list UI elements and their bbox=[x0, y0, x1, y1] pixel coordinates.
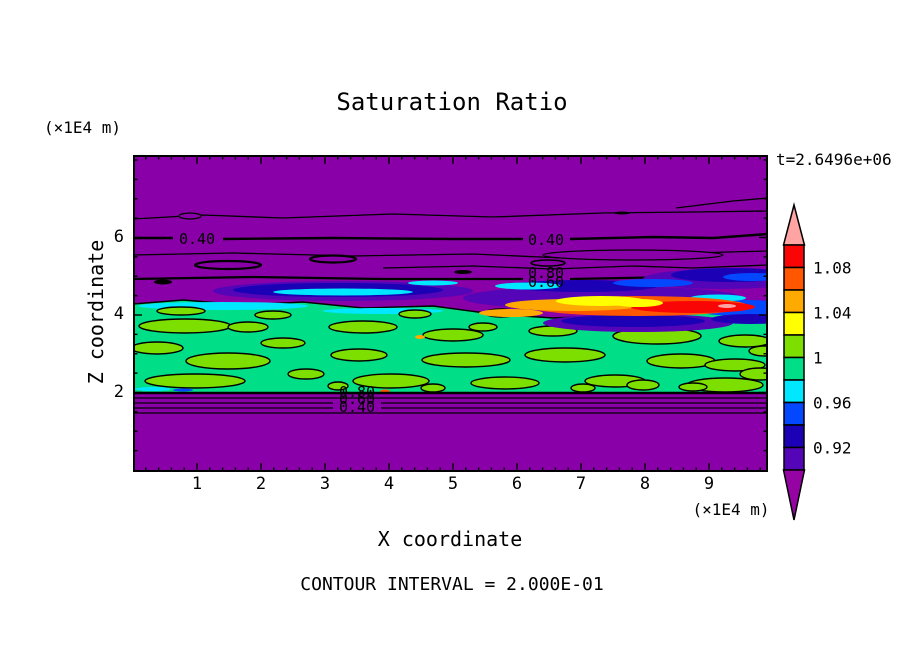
colorbar-label: 0.96 bbox=[813, 394, 852, 413]
z-tick-label: 4 bbox=[113, 304, 124, 324]
contour-interval-note: CONTOUR INTERVAL = 2.000E-01 bbox=[300, 574, 604, 595]
colorbar: 1.08 1.04 1 0.96 0.92 bbox=[780, 200, 904, 530]
svg-text:0.40: 0.40 bbox=[339, 398, 375, 416]
colorbar-label: 1 bbox=[813, 349, 823, 368]
svg-text:0.60: 0.60 bbox=[528, 273, 564, 291]
colorbar-label: 1.04 bbox=[813, 304, 852, 323]
x-tick-label: 4 bbox=[383, 474, 395, 494]
x-axis-unit-label: (×1E4 m) bbox=[692, 500, 770, 519]
x-tick-label: 8 bbox=[639, 474, 651, 494]
z-axis-unit-label: (×1E4 m) bbox=[44, 118, 122, 137]
z-tick-label: 6 bbox=[113, 226, 124, 247]
x-tick-label: 5 bbox=[447, 474, 459, 494]
svg-text:0.80: 0.80 bbox=[528, 264, 564, 282]
colorbar-label: 0.92 bbox=[813, 439, 852, 458]
z-axis-label: Z coordinate bbox=[84, 239, 108, 385]
svg-text:0.80: 0.80 bbox=[339, 383, 375, 401]
x-tick-label: 3 bbox=[319, 474, 331, 494]
colorbar-canvas: 1.08 1.04 1 0.96 0.92 bbox=[782, 202, 852, 521]
x-tick-label: 9 bbox=[703, 474, 715, 494]
time-label: t=2.6496e+06 bbox=[776, 150, 892, 169]
x-tick-label: 6 bbox=[511, 474, 523, 494]
x-tick-label: 7 bbox=[575, 474, 587, 494]
x-tick-label: 2 bbox=[255, 474, 267, 494]
x-axis-label: X coordinate bbox=[377, 527, 523, 551]
plot-title: Saturation Ratio bbox=[336, 88, 568, 116]
svg-text:0.60: 0.60 bbox=[339, 390, 375, 408]
colorbar-label: 1.08 bbox=[813, 259, 852, 278]
x-tick-label: 1 bbox=[191, 474, 203, 494]
svg-text:0.40: 0.40 bbox=[179, 230, 215, 248]
plot-area: 0.40 0.40 0.80 0.60 0.80 0.60 0.40 bbox=[133, 155, 768, 472]
svg-text:0.40: 0.40 bbox=[528, 231, 564, 249]
plot-canvas: 0.40 0.400.800.600.800.600.40 bbox=[133, 155, 768, 472]
z-tick-label: 2 bbox=[113, 381, 124, 402]
